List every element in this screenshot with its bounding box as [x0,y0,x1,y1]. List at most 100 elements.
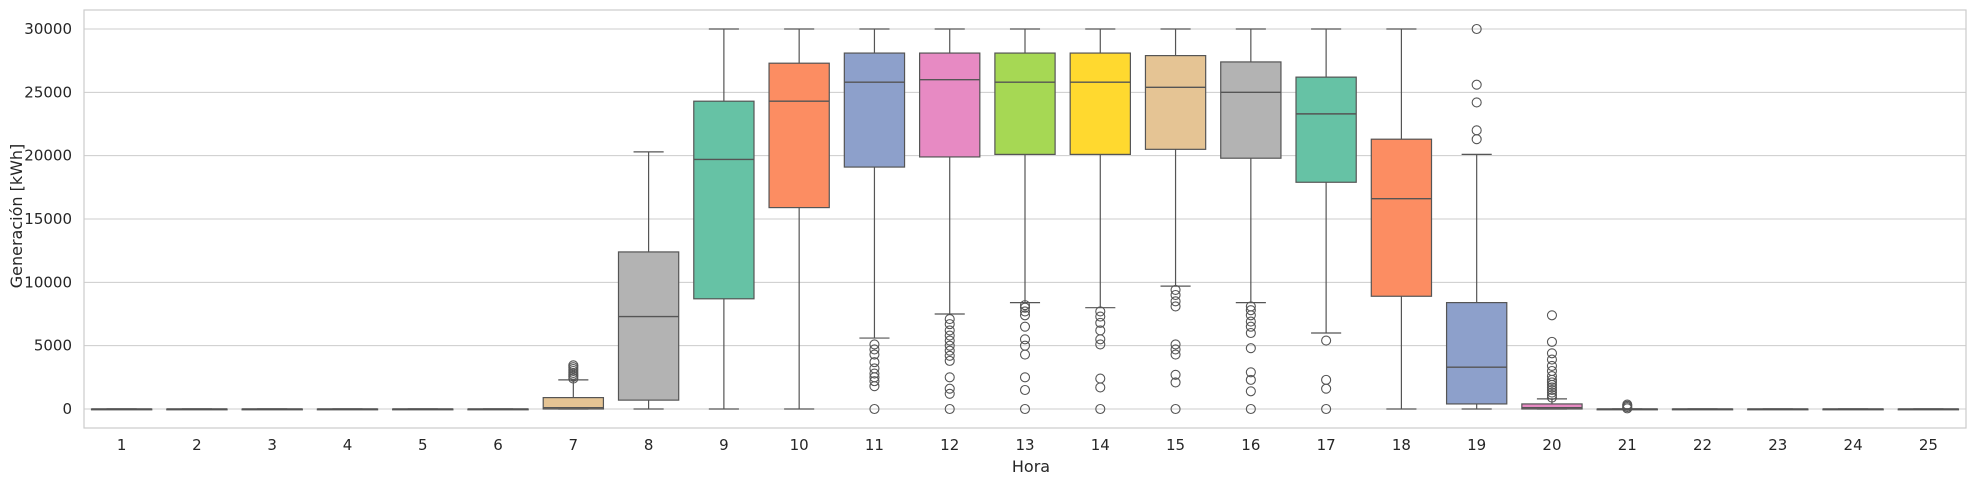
box-hour-6 [467,408,529,411]
x-tick-label: 10 [790,436,809,454]
outlier-point [869,376,880,387]
y-axis-label: Generación [kWh] [7,144,26,289]
outlier-point [1245,316,1256,327]
outlier-point [1095,325,1106,336]
y-tick-label: 10000 [24,273,72,291]
box-hour-22 [1671,408,1734,411]
outlier-point [1546,365,1558,377]
box-iqr [617,251,680,401]
outlier-point [1019,349,1031,360]
outlier-point [1546,371,1558,382]
outlier-point [1095,317,1106,328]
outlier-point [1170,284,1181,295]
y-tick-label: 20000 [24,147,72,165]
outlier-point [1622,399,1633,410]
x-tick-label: 5 [418,436,428,454]
outlier-point [1546,336,1558,347]
x-tick-label: 7 [569,436,579,454]
box-iqr [1295,76,1357,183]
outlier-point [1170,349,1181,360]
box-hour-21 [1596,399,1658,414]
outlier-point [1019,306,1031,317]
box-hour-20 [1521,310,1583,410]
plot-frame [83,9,1967,429]
box-iqr [1144,54,1207,150]
outlier-point [1245,327,1256,339]
outlier-point [944,330,955,341]
outlier-point [1095,403,1106,415]
x-tick-label: 21 [1618,436,1637,454]
outlier-point [869,381,880,392]
outlier-point [869,403,880,415]
outlier-point [944,340,955,351]
box-series [90,23,1960,415]
y-tick-labels: 0 5000 10000 15000 20000 25000 30000 [24,20,72,418]
outlier-point [1546,360,1558,371]
box-hour-12 [919,28,981,415]
x-tick-label: 19 [1467,436,1486,454]
outlier-point [944,325,955,336]
x-tick-label: 14 [1091,436,1110,454]
outlier-point [1019,321,1031,332]
outlier-point [1245,403,1256,415]
x-tick-label: 13 [1015,436,1034,454]
y-tick-label: 30000 [24,20,72,38]
box-iqr [1220,61,1282,159]
x-tick-label: 12 [940,436,959,454]
outlier-point [1471,134,1482,145]
outlier-point [1321,383,1332,394]
outlier-point [944,403,955,415]
outlier-point [1471,125,1482,136]
outlier-point [1170,296,1181,307]
outlier-point [944,388,955,399]
box-hour-24 [1822,408,1884,411]
box-hour-16 [1220,28,1282,415]
box-iqr [1445,302,1508,405]
box-hour-4 [316,408,379,411]
box-iqr [768,62,830,209]
outlier-point [869,339,880,350]
x-tick-label: 25 [1919,436,1938,454]
outlier-point [944,335,955,346]
outlier-point [1019,334,1031,345]
outlier-point [1019,302,1031,313]
box-hour-17 [1295,28,1357,415]
outlier-point [1095,339,1106,350]
outlier-point [1546,392,1558,403]
outlier-point [1095,311,1106,322]
outlier-point [1019,310,1031,321]
outlier-point [1019,384,1031,396]
box-iqr [1521,403,1583,410]
outlier-point [1321,335,1332,346]
outlier-point [869,368,880,379]
outlier-point [1170,344,1181,355]
box-iqr [919,52,981,158]
outlier-point [1019,372,1031,383]
outlier-point [1170,403,1181,415]
outlier-point [1546,377,1558,388]
x-tick-label: 1 [117,436,127,454]
x-tick-label: 22 [1693,436,1712,454]
box-iqr [1069,52,1131,156]
box-hour-15 [1144,28,1207,415]
x-tick-label: 11 [865,436,884,454]
outlier-point [1170,289,1181,301]
outlier-point [1471,23,1482,35]
box-hour-9 [693,28,755,410]
box-iqr [994,52,1056,156]
outlier-point [944,372,955,383]
outlier-point [1546,348,1558,359]
outlier-point [944,345,955,356]
outlier-point [1321,374,1332,385]
box-hour-23 [1747,408,1809,411]
box-hour-8 [617,151,680,410]
x-tick-label: 20 [1542,436,1561,454]
box-hour-25 [1897,408,1960,411]
outlier-point [1546,387,1558,398]
outlier-point [1095,306,1106,317]
outlier-point [1245,301,1256,312]
outlier-point [1546,390,1558,401]
box-hour-2 [166,408,228,411]
x-tick-label: 16 [1241,436,1260,454]
